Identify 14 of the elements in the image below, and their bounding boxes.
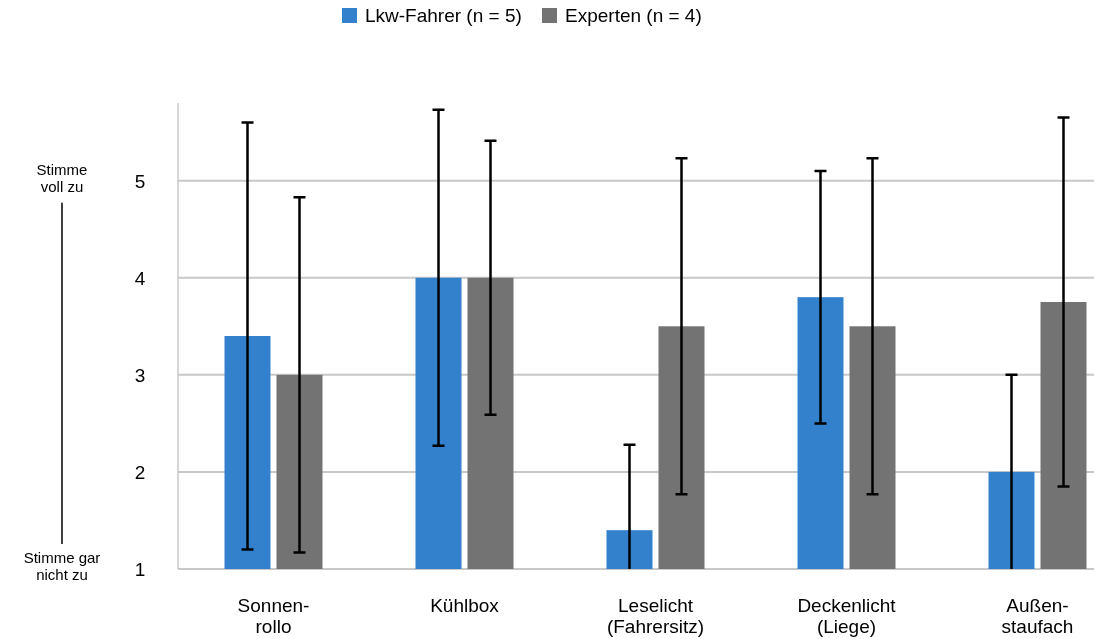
x-tick-label: Außen- staufach: [1001, 595, 1074, 637]
x-tick-label: Sonnen- rollo: [237, 595, 310, 637]
y-tick-label: 3: [134, 364, 146, 386]
x-tick-label: Kühlbox: [430, 595, 500, 616]
x-tick-label: Deckenlicht (Liege): [797, 595, 897, 637]
legend-label: Lkw-Fahrer (n = 5): [365, 5, 522, 26]
y-tick-label: 5: [134, 170, 146, 192]
y-tick-label: 2: [134, 461, 146, 483]
y-tick-label: 4: [134, 267, 146, 289]
text: Stimme voll zu: [36, 160, 88, 195]
text: Stimme gar nicht zu: [23, 549, 101, 583]
legend-label: Experten (n = 4): [565, 5, 702, 26]
x-tick-label: Leselicht (Fahrersitz): [606, 595, 705, 637]
y-tick-label: 1: [134, 559, 146, 580]
